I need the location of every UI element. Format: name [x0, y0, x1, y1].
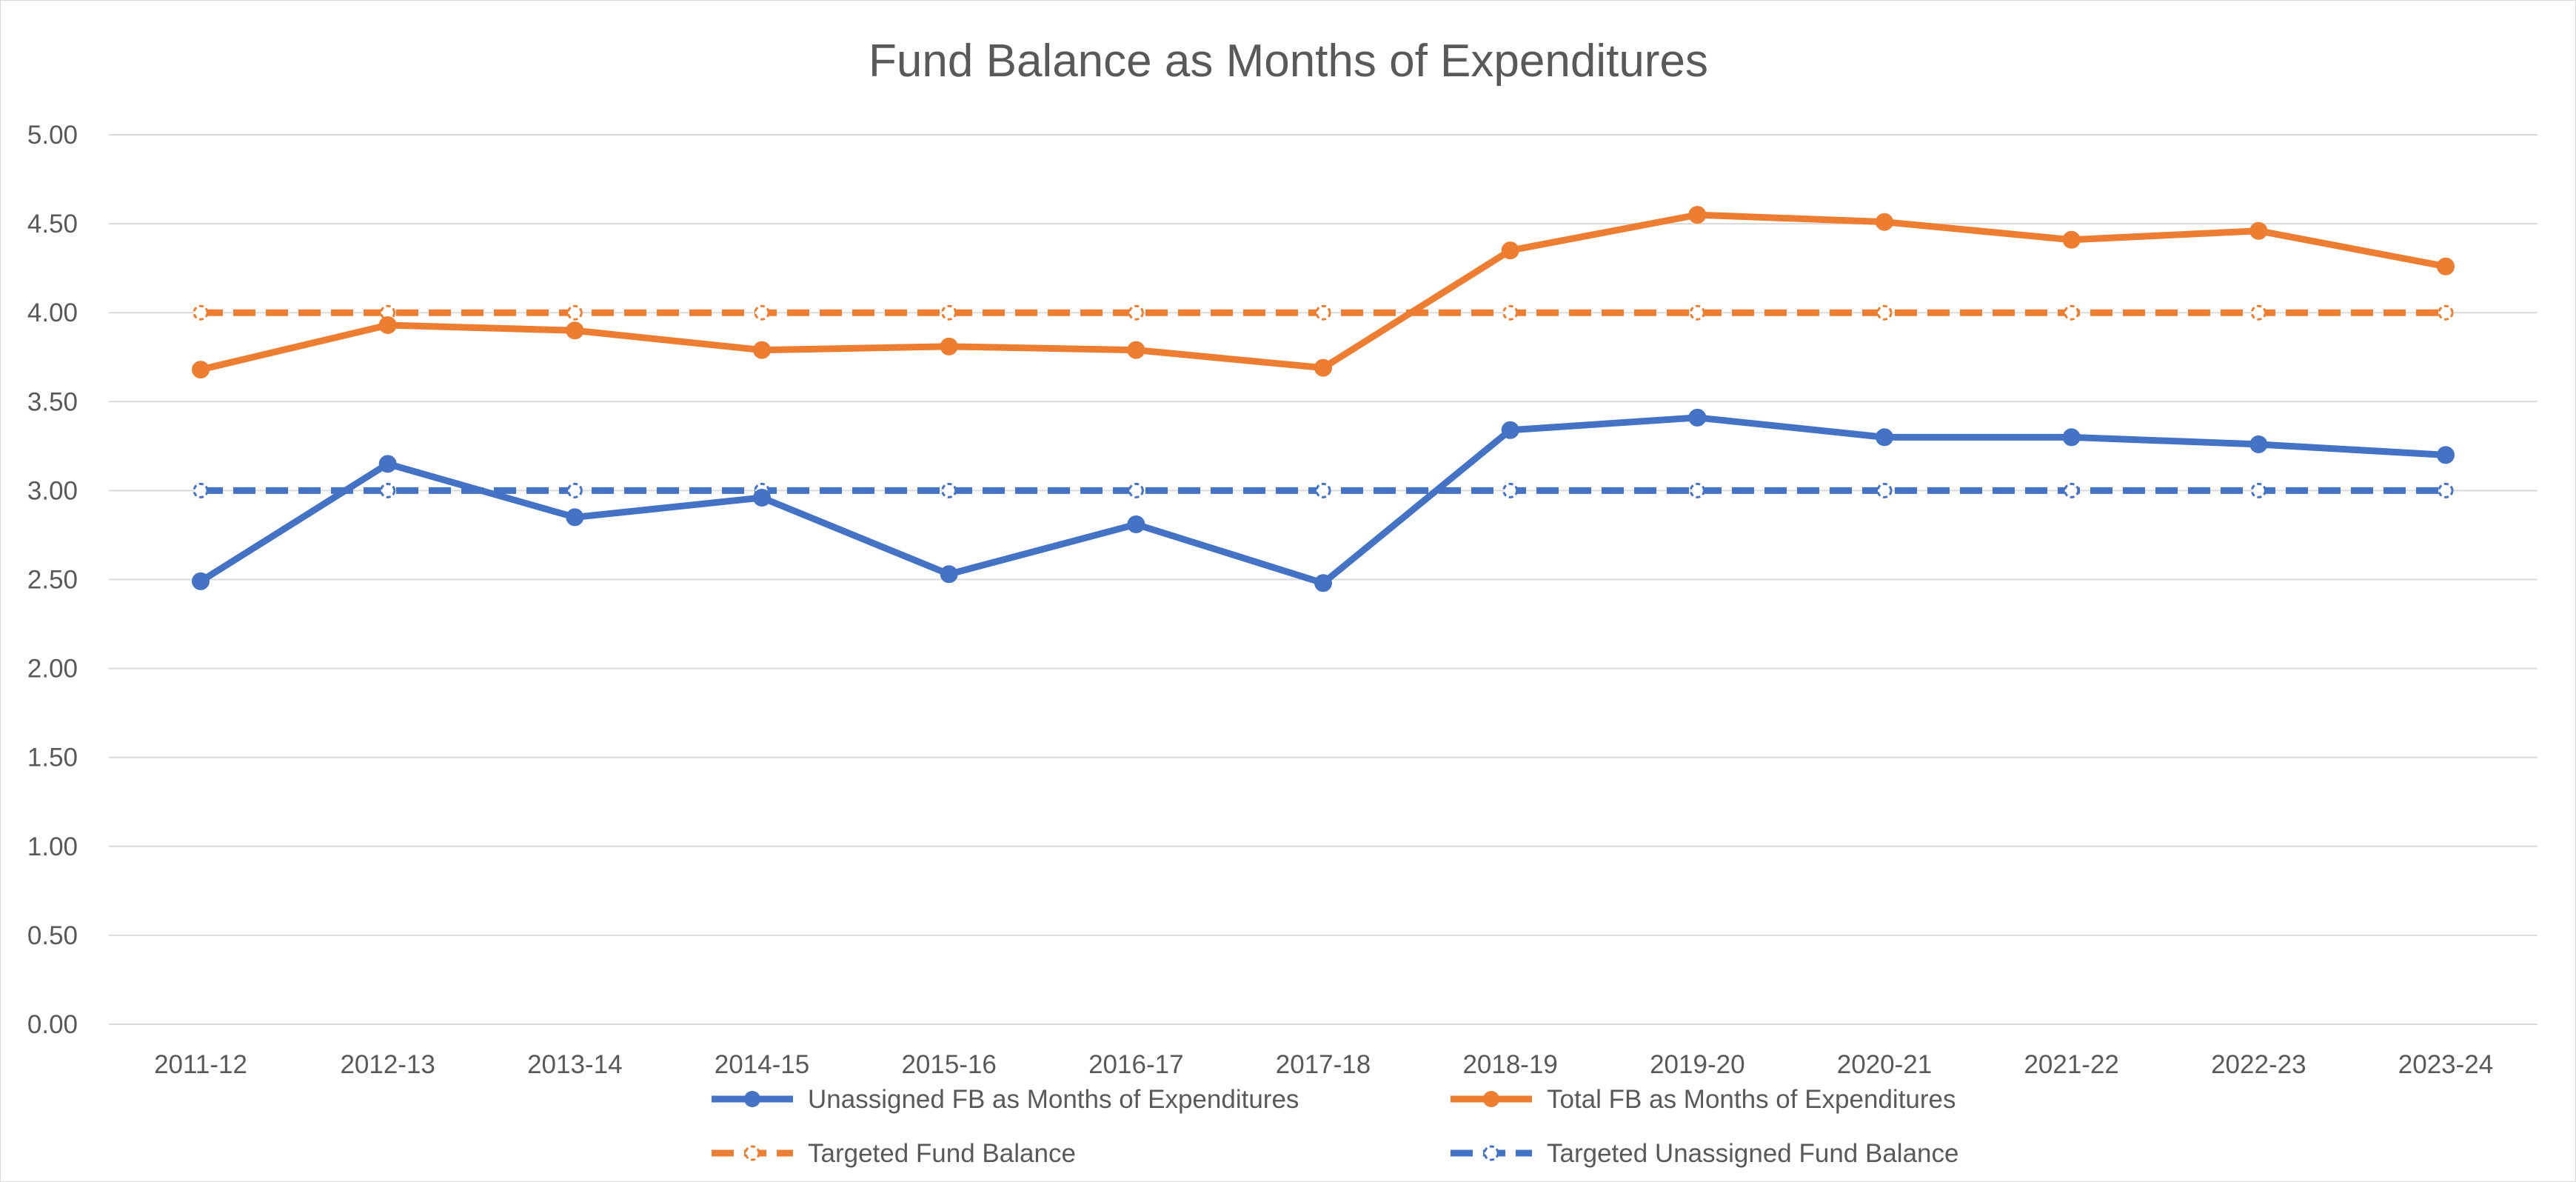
- data-point: [1502, 304, 1519, 321]
- x-tick-label: 2013-14: [527, 1050, 622, 1079]
- data-point: [2249, 435, 2268, 453]
- data-point: [1315, 304, 1331, 321]
- y-tick-label: 3.50: [27, 387, 78, 416]
- y-tick-label: 2.00: [27, 655, 78, 684]
- legend-label: Targeted Fund Balance: [808, 1139, 1076, 1168]
- data-point: [566, 508, 584, 527]
- x-tick-label: 2023-24: [2398, 1050, 2493, 1079]
- data-point: [1876, 428, 1893, 447]
- data-point: [192, 361, 210, 379]
- x-tick-label: 2015-16: [901, 1050, 996, 1079]
- data-point: [566, 321, 584, 340]
- data-point: [1128, 482, 1144, 498]
- y-tick-label: 3.00: [27, 476, 78, 505]
- legend-label: Unassigned FB as Months of Expenditures: [808, 1085, 1299, 1114]
- data-point: [1876, 304, 1893, 321]
- legend-label: Targeted Unassigned Fund Balance: [1547, 1139, 1958, 1168]
- data-point: [1127, 515, 1145, 534]
- data-point: [1501, 421, 1519, 439]
- data-point: [941, 304, 957, 321]
- data-point: [754, 304, 770, 321]
- y-tick-label: 5.00: [27, 121, 78, 150]
- y-tick-label: 1.00: [27, 832, 78, 861]
- data-point: [2250, 304, 2266, 321]
- data-point: [2437, 257, 2455, 276]
- legend: Unassigned FB as Months of Expenditures T…: [712, 1085, 1958, 1168]
- data-point: [1502, 482, 1519, 498]
- x-tick-label: 2011-12: [154, 1050, 247, 1079]
- y-tick-label: 0.00: [27, 1010, 78, 1039]
- legend-item: Targeted Fund Balance: [712, 1139, 1076, 1168]
- x-tick-label: 2022-23: [2211, 1050, 2306, 1079]
- data-point: [753, 489, 771, 507]
- data-point: [940, 337, 958, 355]
- legend-marker: [744, 1091, 760, 1107]
- x-tick-label: 2019-20: [1650, 1050, 1744, 1079]
- x-tick-label: 2021-22: [2024, 1050, 2118, 1079]
- data-point: [1501, 241, 1519, 260]
- legend-item: Total FB as Months of Expenditures: [1451, 1085, 1956, 1114]
- series-line: [197, 211, 2449, 373]
- data-point: [1689, 304, 1705, 321]
- data-point: [193, 482, 209, 498]
- data-point: [1314, 358, 1332, 377]
- data-point: [566, 482, 583, 498]
- y-tick-label: 4.00: [27, 298, 78, 327]
- data-point: [1314, 574, 1332, 592]
- data-point: [2250, 482, 2266, 498]
- data-point: [380, 482, 396, 498]
- series-lines: [192, 206, 2455, 592]
- x-tick-label: 2012-13: [340, 1050, 435, 1079]
- data-point: [1127, 341, 1145, 359]
- data-point: [753, 341, 771, 359]
- legend-item: Targeted Unassigned Fund Balance: [1451, 1139, 1958, 1168]
- data-point: [2064, 304, 2080, 321]
- data-point: [378, 455, 397, 473]
- data-point: [2438, 482, 2454, 498]
- y-tick-label: 1.50: [27, 744, 78, 772]
- series-total-fb-as-months-of-expenditures: [192, 206, 2455, 379]
- data-point: [192, 572, 210, 590]
- legend-marker: [1483, 1091, 1499, 1107]
- y-axis-tick-labels: 0.00 0.50 1.00 1.50 2.00 2.50 3.00 3.50 4.00 4.50…: [27, 121, 78, 1039]
- data-point: [1688, 206, 1707, 224]
- data-point: [2062, 230, 2081, 249]
- data-point: [378, 316, 397, 335]
- x-axis-tick-labels: 2011-12 2012-13 2013-14 2014-15 2015-16 2016-…: [154, 1050, 2493, 1079]
- legend-marker: [744, 1145, 760, 1161]
- series-targeted-unassigned-fund-balance: [193, 482, 2454, 498]
- legend-label: Total FB as Months of Expenditures: [1547, 1085, 1956, 1114]
- data-point: [2062, 428, 2081, 447]
- y-tick-label: 0.50: [27, 921, 78, 950]
- data-point: [1315, 482, 1331, 498]
- series-targeted-fund-balance: [193, 304, 2454, 321]
- series-unassigned-fb-as-months-of-expenditures: [192, 408, 2455, 592]
- series-line: [197, 414, 2449, 587]
- x-tick-label: 2014-15: [715, 1050, 809, 1079]
- data-point: [193, 304, 209, 321]
- legend-marker: [1483, 1145, 1499, 1161]
- legend-item: Unassigned FB as Months of Expenditures: [712, 1085, 1299, 1114]
- data-point: [566, 304, 583, 321]
- data-point: [2249, 221, 2268, 240]
- data-point: [2064, 482, 2080, 498]
- data-point: [1689, 482, 1705, 498]
- data-point: [1688, 408, 1707, 427]
- data-point: [1128, 304, 1144, 321]
- data-point: [941, 482, 957, 498]
- x-tick-label: 2018-19: [1462, 1050, 1557, 1079]
- x-tick-label: 2016-17: [1088, 1050, 1183, 1079]
- x-tick-label: 2020-21: [1837, 1050, 1932, 1079]
- data-point: [2437, 446, 2455, 464]
- chart-title: Fund Balance as Months of Expenditures: [869, 36, 1708, 87]
- y-tick-label: 2.50: [27, 566, 78, 595]
- y-tick-label: 4.50: [27, 210, 78, 238]
- data-point: [1876, 213, 1893, 231]
- x-tick-label: 2017-18: [1276, 1050, 1371, 1079]
- data-point: [1876, 482, 1893, 498]
- data-point: [2438, 304, 2454, 321]
- data-point: [940, 565, 958, 584]
